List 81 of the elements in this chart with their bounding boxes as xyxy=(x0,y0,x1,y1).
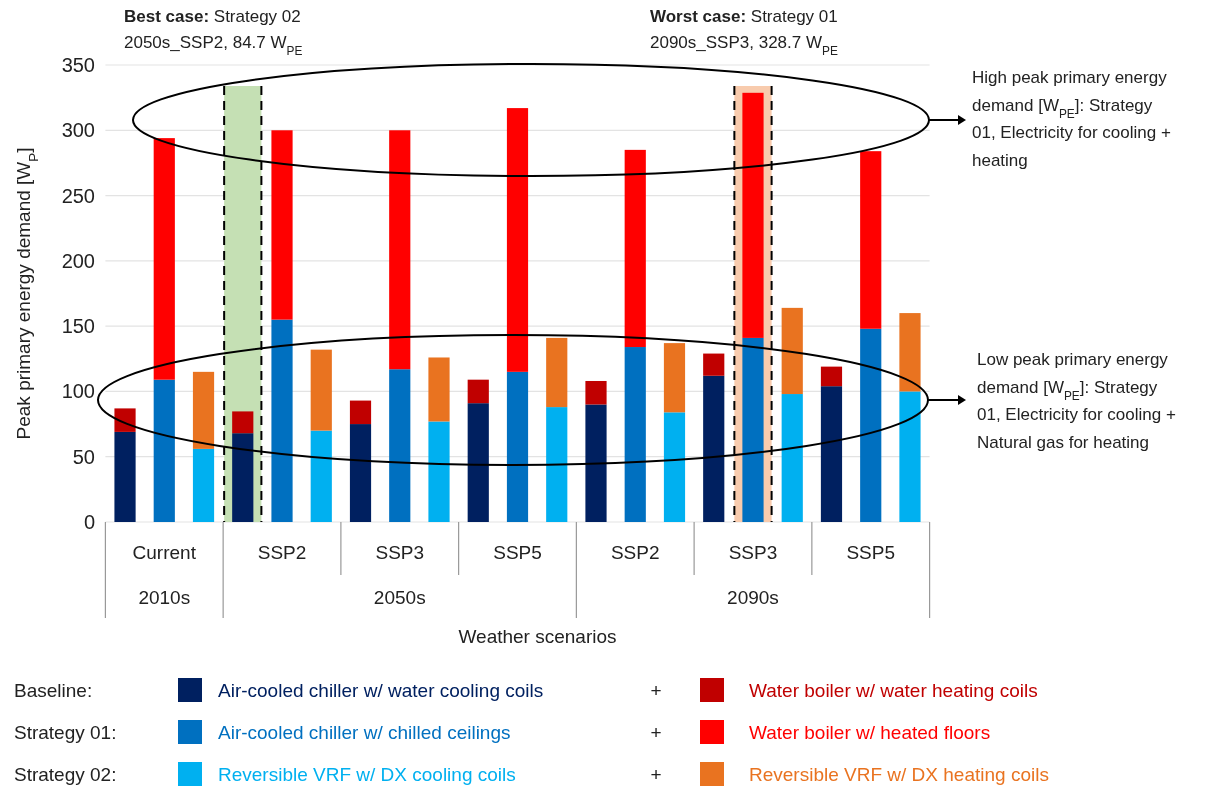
text: + xyxy=(650,679,662,701)
bar xyxy=(232,411,254,434)
y-tick-label: 0 xyxy=(83,511,95,533)
bar xyxy=(742,337,764,522)
bar xyxy=(742,92,764,338)
bar xyxy=(310,430,332,522)
text: 2090s xyxy=(727,586,779,608)
bar xyxy=(467,379,489,404)
bar xyxy=(546,407,568,522)
text: Best case: xyxy=(124,7,210,26)
bar xyxy=(310,349,332,431)
x-tick-label: SSP3 xyxy=(728,541,778,563)
bar xyxy=(428,421,450,522)
legend-label: Water boiler w/ heated floors xyxy=(749,721,991,743)
y-tick-label: 150 xyxy=(61,315,95,338)
text: Strategy 02 xyxy=(209,7,301,26)
bar xyxy=(389,130,411,370)
bar xyxy=(899,391,921,522)
bar xyxy=(114,408,136,432)
bar xyxy=(546,337,568,408)
bar xyxy=(899,313,921,392)
bar xyxy=(192,448,215,522)
bar xyxy=(781,307,803,395)
legend-label: Reversible VRF w/ DX cooling coils xyxy=(218,763,516,785)
bar xyxy=(192,371,215,449)
legend-label: Air-cooled chiller w/ water cooling coils xyxy=(218,679,544,701)
text: + xyxy=(650,763,662,785)
text: 2050s_SSP2, 84.7 W$_{PE}$ xyxy=(124,33,303,58)
bar xyxy=(153,138,175,380)
legend-label: Water boiler w/ water heating coils xyxy=(749,679,1038,701)
y-tick-label: 300 xyxy=(61,119,95,142)
text: Strategy 02: xyxy=(14,763,117,785)
bar xyxy=(467,403,489,522)
bar xyxy=(349,400,372,425)
bar xyxy=(781,394,803,522)
x-tick-label: SSP2 xyxy=(257,541,307,563)
bar xyxy=(663,343,686,413)
bar xyxy=(860,151,882,329)
text: Baseline: xyxy=(14,679,93,701)
bar xyxy=(860,328,882,522)
legend-label: Reversible VRF w/ DX heating coils xyxy=(749,763,1049,785)
bar xyxy=(585,380,607,405)
bar xyxy=(820,386,843,522)
bar xyxy=(703,375,725,522)
text: 2090s_SSP3, 328.7 W$_{PE}$ xyxy=(650,33,838,58)
bar xyxy=(389,369,411,522)
bar xyxy=(506,108,529,372)
legend-label: Air-cooled chiller w/ chilled ceilings xyxy=(218,721,511,743)
bar xyxy=(703,353,725,376)
text: + xyxy=(650,721,662,743)
text: Low peak primary energy demand [W$_{PE}$]: Strategy 01, Electricity for cooling + Natural gas for heating xyxy=(977,350,1176,452)
bar xyxy=(114,431,136,522)
bar xyxy=(153,379,175,522)
bar xyxy=(624,347,646,522)
text: Worst case: xyxy=(650,7,747,26)
bar xyxy=(428,357,450,422)
bar xyxy=(585,404,607,522)
bar xyxy=(349,424,372,522)
text: High peak primary energy demand [W$_{PE}$]: Strategy 01, Electricity for cooling + heating xyxy=(972,68,1171,170)
x-tick-label: SSP2 xyxy=(610,541,660,563)
y-tick-label: 250 xyxy=(61,184,95,207)
bar xyxy=(232,433,254,522)
bar xyxy=(271,319,293,522)
text: 2050s xyxy=(373,586,426,608)
text: 2010s xyxy=(138,586,191,608)
text: Strategy 01 xyxy=(746,7,838,26)
x-tick-label: SSP3 xyxy=(375,541,425,563)
x-axis-title: Weather scenarios xyxy=(458,625,617,647)
x-tick-label: Current xyxy=(132,541,197,563)
y-tick-label: 50 xyxy=(72,445,95,468)
y-tick-label: 200 xyxy=(61,249,95,272)
x-tick-label: SSP5 xyxy=(846,541,896,563)
bar xyxy=(624,149,646,348)
bar xyxy=(820,366,843,387)
bar xyxy=(506,371,529,522)
text: Strategy 01: xyxy=(14,721,117,743)
bar xyxy=(271,130,293,320)
x-tick-label: SSP5 xyxy=(493,541,542,563)
y-tick-label: 100 xyxy=(61,380,95,403)
y-tick-label: 350 xyxy=(61,54,95,76)
bar xyxy=(663,412,686,522)
